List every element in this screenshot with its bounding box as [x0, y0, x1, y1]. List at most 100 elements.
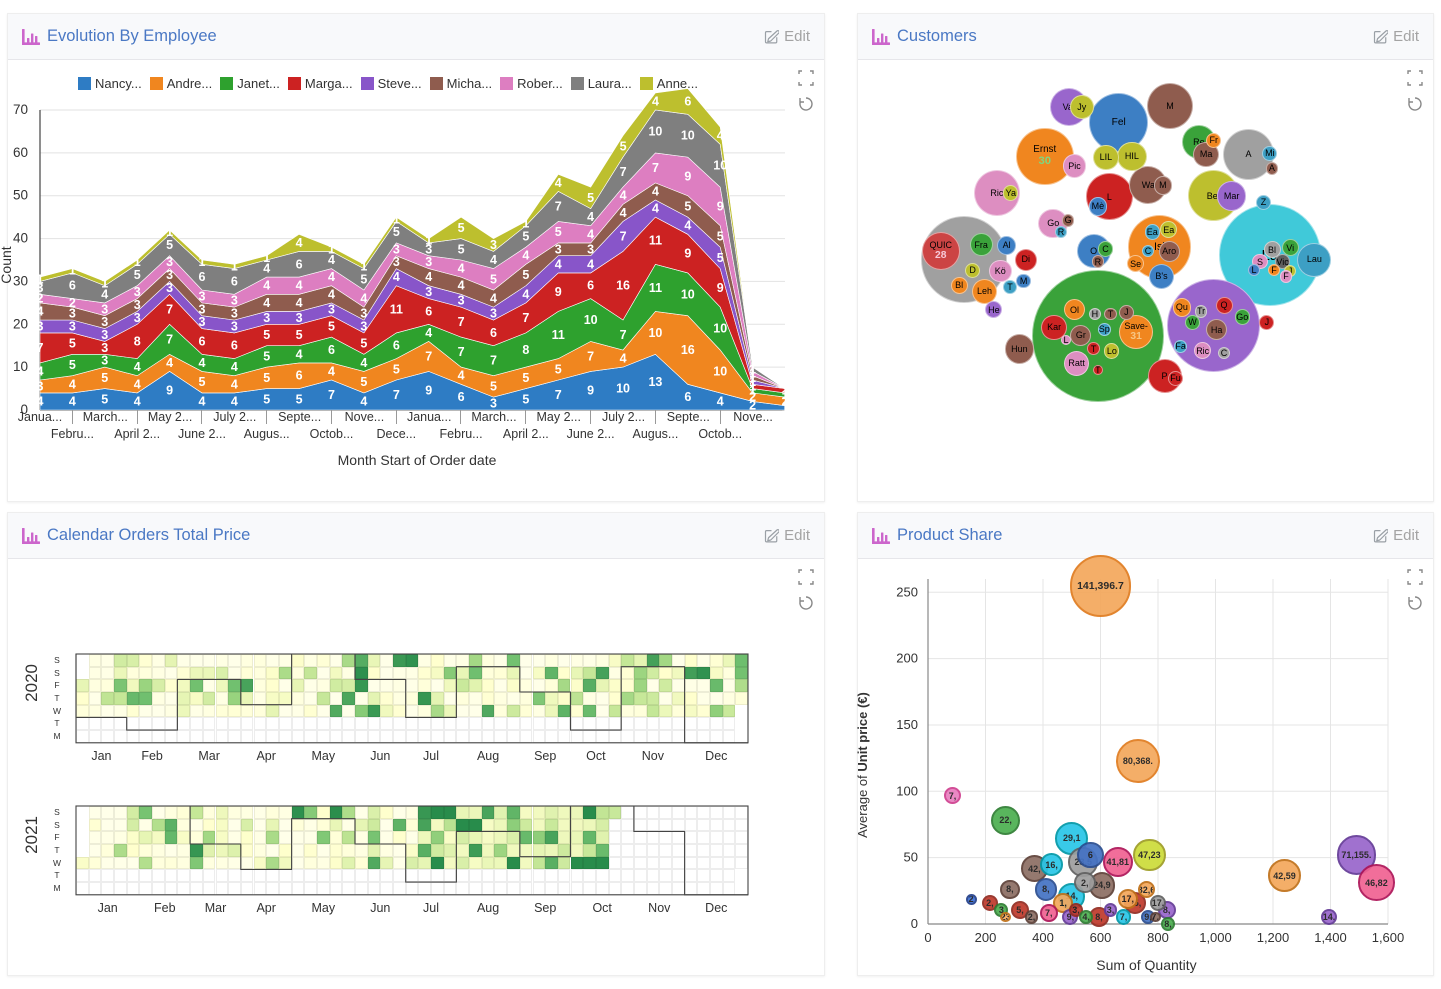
- svg-text:3: 3: [555, 242, 562, 256]
- svg-text:5: 5: [296, 328, 303, 342]
- svg-text:1,600: 1,600: [1372, 930, 1405, 945]
- svg-text:7: 7: [328, 388, 335, 402]
- svg-text:10: 10: [681, 129, 695, 143]
- svg-text:4: 4: [717, 394, 724, 408]
- svg-text:3: 3: [490, 307, 497, 321]
- svg-text:6: 6: [296, 257, 303, 271]
- svg-text:9: 9: [684, 169, 691, 183]
- svg-text:4: 4: [684, 219, 691, 233]
- svg-text:5: 5: [490, 379, 497, 393]
- svg-text:3: 3: [101, 328, 108, 342]
- svg-text:6: 6: [490, 326, 497, 340]
- svg-text:4: 4: [490, 292, 497, 306]
- svg-text:3: 3: [360, 319, 367, 333]
- svg-text:4: 4: [620, 206, 627, 220]
- svg-text:5: 5: [69, 337, 76, 351]
- svg-text:3: 3: [101, 302, 108, 316]
- svg-text:1: 1: [360, 259, 367, 273]
- svg-text:5: 5: [393, 362, 400, 376]
- svg-text:5: 5: [458, 242, 465, 256]
- svg-text:4: 4: [458, 262, 465, 276]
- svg-text:4: 4: [231, 394, 238, 408]
- svg-text:10: 10: [681, 287, 695, 301]
- svg-text:11: 11: [649, 234, 662, 248]
- svg-text:3: 3: [166, 281, 173, 295]
- svg-text:5: 5: [555, 225, 562, 239]
- svg-text:4: 4: [652, 94, 659, 108]
- svg-text:1: 1: [101, 277, 108, 291]
- svg-text:4: 4: [652, 184, 659, 198]
- svg-text:5: 5: [522, 371, 529, 385]
- svg-text:0: 0: [911, 916, 918, 931]
- svg-text:4: 4: [296, 279, 303, 293]
- svg-text:4: 4: [231, 360, 238, 374]
- svg-text:1: 1: [134, 255, 141, 269]
- svg-text:13: 13: [648, 375, 662, 389]
- svg-text:3: 3: [198, 289, 205, 303]
- svg-text:1: 1: [328, 242, 335, 256]
- svg-text:3: 3: [37, 379, 44, 393]
- svg-text:11: 11: [649, 281, 662, 295]
- svg-text:4: 4: [620, 352, 627, 366]
- svg-text:1: 1: [37, 272, 44, 286]
- svg-text:7: 7: [166, 302, 173, 316]
- svg-text:5: 5: [263, 371, 270, 385]
- svg-text:6: 6: [231, 339, 238, 353]
- svg-text:3: 3: [134, 311, 141, 325]
- svg-text:7: 7: [620, 165, 627, 179]
- svg-text:7: 7: [458, 345, 465, 359]
- svg-text:10: 10: [648, 326, 662, 340]
- svg-text:5: 5: [684, 199, 691, 213]
- svg-text:5: 5: [263, 328, 270, 342]
- svg-text:70: 70: [13, 102, 28, 117]
- svg-text:3: 3: [198, 302, 205, 316]
- svg-text:6: 6: [328, 343, 335, 357]
- svg-text:2: 2: [69, 296, 76, 310]
- svg-text:4: 4: [198, 356, 205, 370]
- svg-text:5: 5: [296, 392, 303, 406]
- svg-text:7: 7: [555, 199, 562, 213]
- svg-text:9: 9: [166, 384, 173, 398]
- svg-text:9: 9: [587, 384, 594, 398]
- svg-text:4: 4: [425, 326, 432, 340]
- svg-text:5: 5: [522, 392, 529, 406]
- svg-text:9: 9: [555, 285, 562, 299]
- svg-text:9: 9: [425, 384, 432, 398]
- svg-text:6: 6: [198, 334, 205, 348]
- svg-text:4: 4: [555, 176, 562, 190]
- svg-text:4: 4: [231, 377, 238, 391]
- svg-text:3: 3: [231, 294, 238, 308]
- svg-text:7: 7: [166, 332, 173, 346]
- svg-text:5: 5: [328, 319, 335, 333]
- svg-text:5: 5: [134, 268, 141, 282]
- svg-text:5: 5: [717, 251, 724, 265]
- svg-text:11: 11: [552, 328, 565, 342]
- svg-text:800: 800: [1147, 930, 1169, 945]
- svg-text:1,000: 1,000: [1199, 930, 1232, 945]
- svg-text:6: 6: [587, 279, 594, 293]
- svg-text:5: 5: [522, 268, 529, 282]
- svg-text:5: 5: [555, 362, 562, 376]
- svg-text:5: 5: [393, 225, 400, 239]
- svg-text:4: 4: [717, 129, 724, 143]
- svg-text:5: 5: [263, 349, 270, 363]
- svg-text:5: 5: [69, 358, 76, 372]
- svg-text:1: 1: [198, 255, 205, 269]
- svg-text:250: 250: [896, 584, 918, 599]
- svg-text:1,200: 1,200: [1257, 930, 1290, 945]
- svg-text:4: 4: [328, 364, 335, 378]
- svg-text:6: 6: [231, 274, 238, 288]
- svg-text:9: 9: [717, 281, 724, 295]
- svg-text:3: 3: [37, 319, 44, 333]
- svg-text:4: 4: [37, 364, 44, 378]
- svg-text:4: 4: [328, 287, 335, 301]
- svg-text:7: 7: [555, 388, 562, 402]
- svg-text:10: 10: [648, 124, 662, 138]
- svg-text:4: 4: [69, 394, 76, 408]
- svg-text:4: 4: [69, 377, 76, 391]
- svg-text:10: 10: [584, 313, 598, 327]
- svg-text:1: 1: [69, 264, 76, 278]
- svg-text:4: 4: [458, 279, 465, 293]
- svg-text:150: 150: [896, 717, 918, 732]
- svg-text:8: 8: [522, 343, 529, 357]
